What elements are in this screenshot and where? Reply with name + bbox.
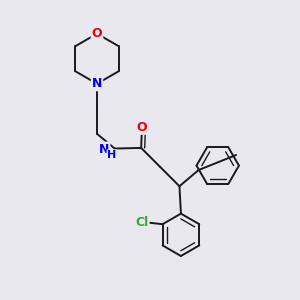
Text: O: O: [136, 121, 147, 134]
Text: Cl: Cl: [135, 216, 148, 229]
Text: O: O: [92, 27, 102, 40]
Text: N: N: [92, 77, 102, 90]
Text: H: H: [107, 150, 116, 160]
Text: N: N: [99, 142, 110, 156]
